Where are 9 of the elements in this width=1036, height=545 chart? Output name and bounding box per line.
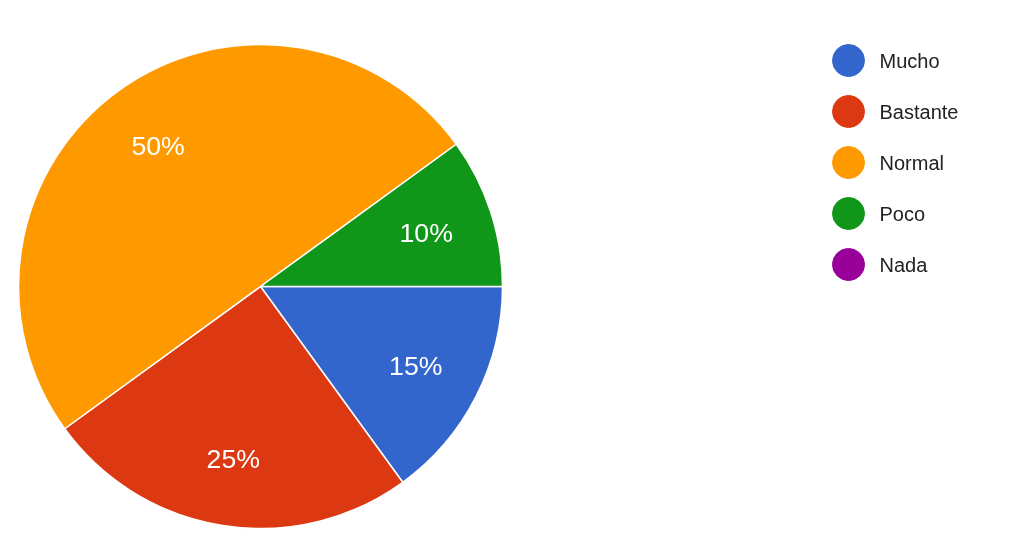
legend-label: Bastante [879,100,959,123]
data-label: 25% [206,443,260,474]
data-label: 50% [131,130,185,161]
data-label: 10% [399,217,453,248]
legend-label: Mucho [879,49,940,72]
legend-label: Normal [879,151,944,174]
legend-label: Poco [879,202,926,225]
legend-label: Nada [879,253,929,276]
data-label: 15% [389,350,443,381]
